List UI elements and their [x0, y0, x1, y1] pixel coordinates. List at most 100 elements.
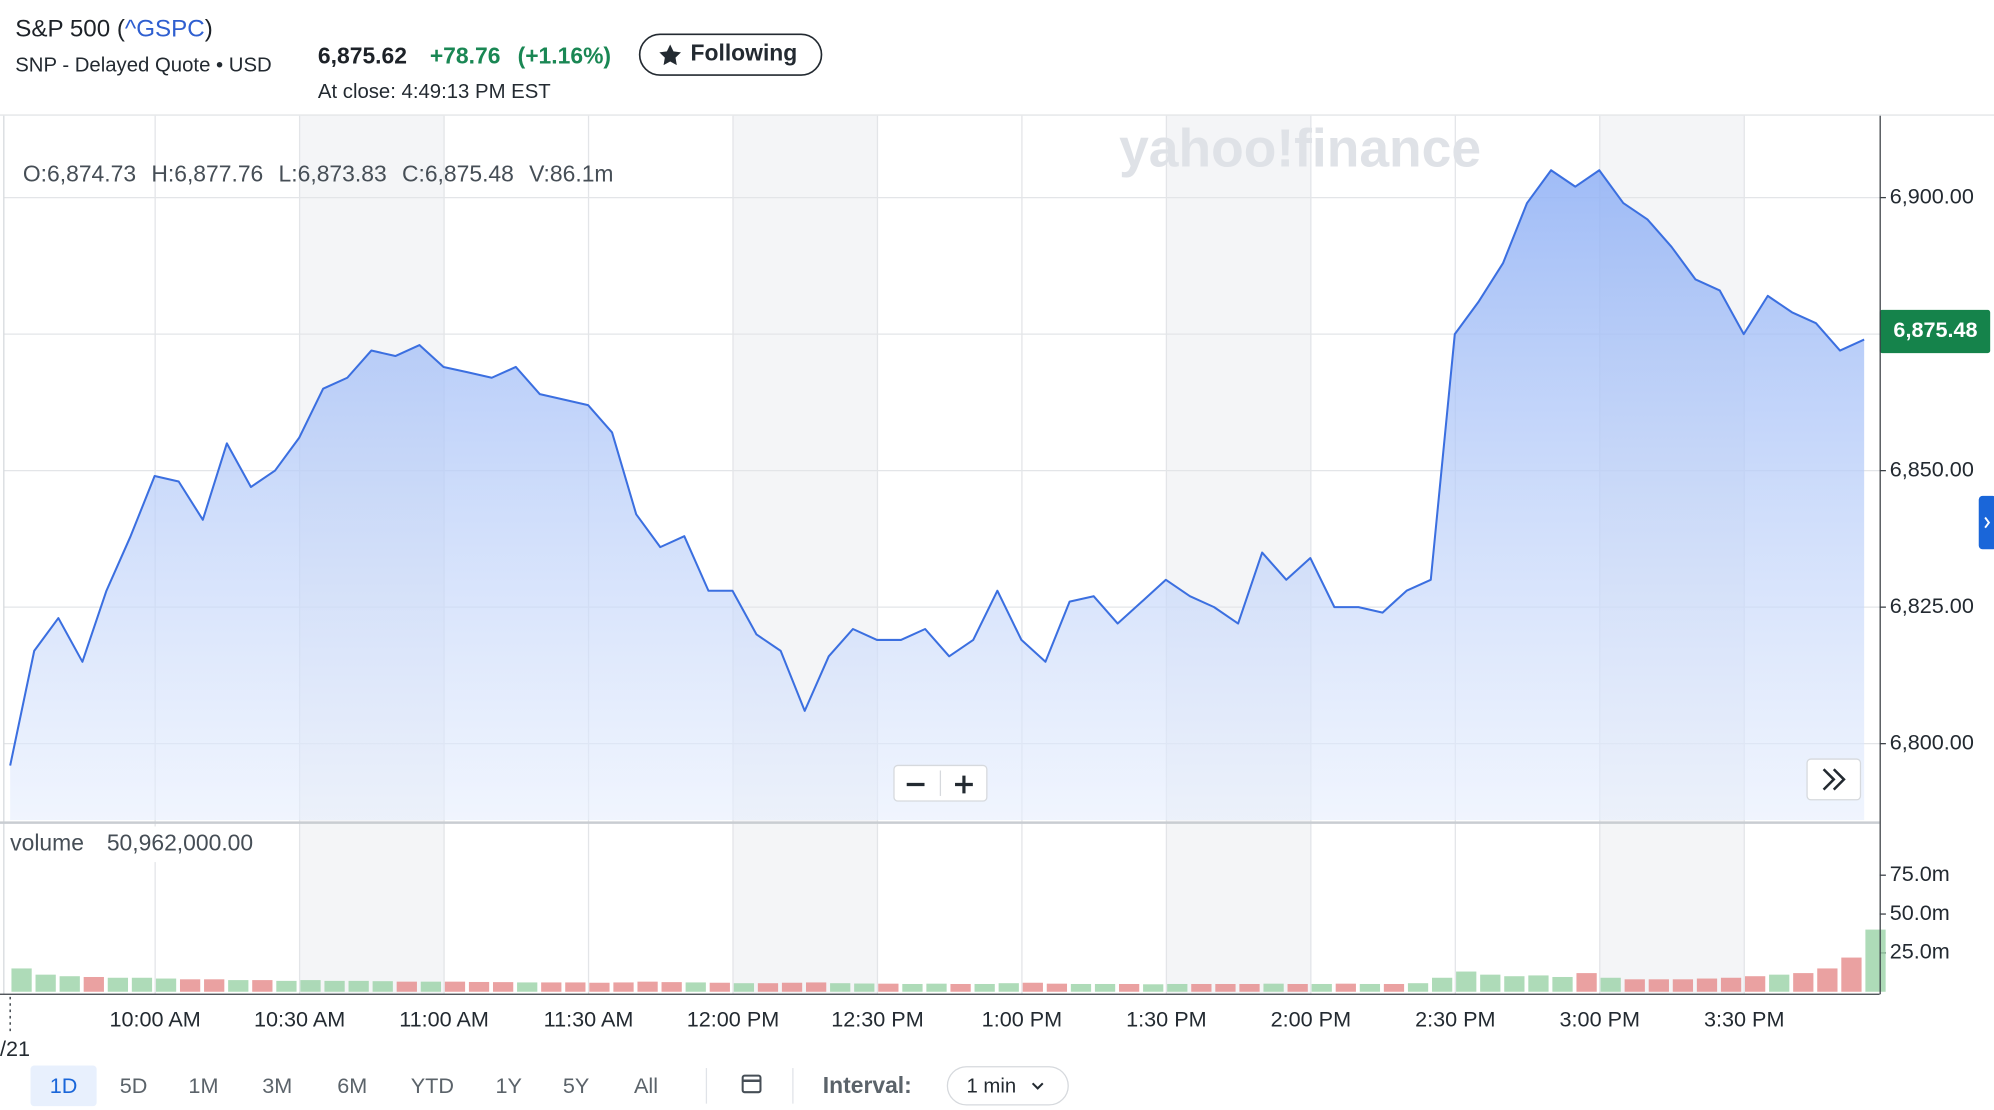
volume-bar: [709, 982, 730, 992]
volume-bar: [757, 983, 779, 992]
volume-bar: [613, 982, 634, 992]
price-line: [9, 169, 1865, 766]
volume-bar: [565, 982, 586, 992]
calendar-icon[interactable]: [741, 1074, 762, 1094]
range-button[interactable]: 1Y: [495, 1073, 521, 1098]
volume-bar: [1094, 983, 1116, 992]
scroll-right[interactable]: [1806, 758, 1862, 801]
last-price-tag: [1879, 309, 1991, 354]
volume-bar: [1696, 978, 1718, 992]
volume-bar: [1407, 983, 1429, 992]
volume-bar: [926, 983, 947, 992]
volume-tick-label: 50.0m: [1890, 900, 1950, 925]
volume-bar: [902, 983, 923, 992]
volume-bar: [805, 982, 827, 992]
volume-bar: [517, 982, 538, 992]
follow-text[interactable]: Following: [691, 40, 798, 66]
change-percent: (+1.16%): [518, 42, 611, 68]
star-icon: [659, 44, 681, 66]
volume-bar: [348, 980, 369, 992]
volume-tick-label: 25.0m: [1890, 939, 1950, 964]
volume-bar: [830, 983, 851, 992]
volume-bar: [1624, 979, 1645, 992]
volume-bar: [444, 981, 466, 992]
volume-bar: [228, 980, 249, 992]
range-button[interactable]: 1M: [188, 1073, 218, 1098]
volume-bar: [1504, 976, 1525, 992]
close-time: At close: 4:49:13 PM EST: [318, 81, 551, 103]
exchange: SNP - Delayed Quote • USD: [15, 54, 271, 76]
follow-button[interactable]: Following: [638, 33, 823, 76]
range-button[interactable]: YTD: [411, 1073, 454, 1098]
price-area: [10, 170, 1865, 821]
x-tick-label: 10:00 AM: [109, 1007, 200, 1032]
volume-bar: [1648, 979, 1669, 992]
volume-bar: [685, 982, 706, 992]
volume-bar: [324, 980, 345, 992]
range-button[interactable]: 5D: [120, 1073, 148, 1098]
volume-bar: [396, 981, 417, 992]
volume-bar: [83, 976, 104, 992]
volume-bar: [1865, 929, 1886, 992]
interval-select[interactable]: 1 min: [946, 1066, 1069, 1106]
interval-value[interactable]: 1 min: [966, 1075, 1016, 1097]
volume-bar: [1456, 971, 1477, 992]
volume-bar: [1335, 983, 1356, 992]
volume-bar: [155, 978, 177, 992]
range-button[interactable]: 1D: [50, 1073, 78, 1098]
range-selected-bg[interactable]: [30, 1065, 97, 1107]
volume-bar: [1118, 983, 1140, 992]
x-tick-label: 1:00 PM: [982, 1007, 1062, 1032]
volume-bar: [59, 976, 80, 992]
ohlcv: O:6,874.73 H:6,877.76 L:6,873.83 C:6,875.48…: [23, 161, 614, 187]
range-button[interactable]: 3M: [262, 1073, 292, 1098]
volume-bar: [781, 982, 803, 992]
volume-bar: [276, 980, 297, 992]
volume-bar: [661, 982, 682, 992]
ohlcv-item: V:86.1m: [529, 161, 613, 187]
volume-bar: [1311, 983, 1332, 992]
volume-bar: [35, 974, 56, 992]
volume-bar: [131, 977, 153, 992]
range-button[interactable]: All: [634, 1073, 658, 1098]
calendar-button[interactable]: [741, 1074, 762, 1094]
interval-bg[interactable]: [946, 1066, 1069, 1106]
last-price-label: 6,875.48: [1893, 317, 1977, 342]
volume-bar: [589, 982, 610, 992]
volume-bar: [1239, 983, 1260, 992]
follow-button-bg[interactable]: [638, 33, 823, 76]
volume-bar: [1841, 957, 1862, 992]
range-button[interactable]: 6M: [337, 1073, 367, 1098]
date-label: /21: [0, 1036, 30, 1061]
x-tick-label: 12:00 PM: [687, 1007, 780, 1032]
volume-bar: [468, 981, 490, 992]
volume-label: volume: [10, 829, 84, 855]
x-tick-label: 11:00 AM: [399, 1007, 489, 1032]
x-tick-label: 11:30 AM: [544, 1007, 634, 1032]
volume-bar: [420, 981, 442, 992]
ohlcv-item: H:6,877.76: [151, 161, 263, 187]
side-tab[interactable]: [1978, 495, 1994, 550]
x-tick-label: 2:30 PM: [1415, 1007, 1495, 1032]
volume-bar: [11, 968, 32, 992]
volume-bar: [1046, 983, 1068, 992]
volume-label-bg: [5, 826, 288, 863]
volume-bar: [854, 983, 875, 992]
volume-bar: [1070, 983, 1092, 992]
zoom-in[interactable]: [955, 775, 973, 794]
interval-chevron: [1031, 1082, 1044, 1090]
volume-bar: [974, 983, 995, 992]
interval-label: Interval:: [823, 1072, 912, 1098]
title-symbol[interactable]: ^GSPC: [125, 16, 205, 43]
side-tab-icon: [1984, 516, 1991, 529]
volume-bar: [1359, 983, 1381, 992]
volume-bar: [107, 977, 129, 992]
zoom-control[interactable]: [893, 764, 988, 802]
volume-tick-label: 75.0m: [1890, 861, 1950, 886]
y-tick-label: 6,900.00: [1890, 183, 1974, 208]
volume-total: 50,962,000.00: [107, 829, 253, 855]
range-button[interactable]: 5Y: [563, 1073, 589, 1098]
volume-bar: [637, 981, 658, 992]
volume-bar: [1745, 976, 1766, 992]
